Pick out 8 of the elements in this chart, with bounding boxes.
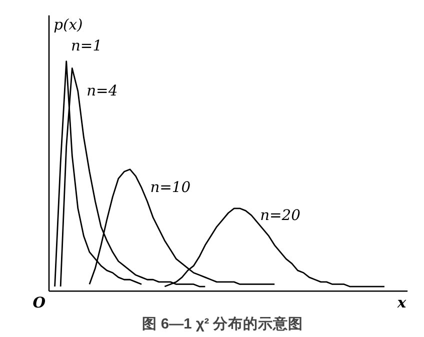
y-axis-title: p(x) — [54, 16, 83, 34]
series-label: n=20 — [260, 206, 300, 224]
series-label: n=10 — [150, 179, 191, 196]
x-axis-title: x — [396, 294, 406, 312]
text: O — [32, 294, 46, 312]
series-label: n=4 — [86, 82, 118, 100]
text: 图 6—1 χ² 分布的示意图 — [142, 316, 304, 332]
series-label: n=1 — [70, 37, 102, 54]
